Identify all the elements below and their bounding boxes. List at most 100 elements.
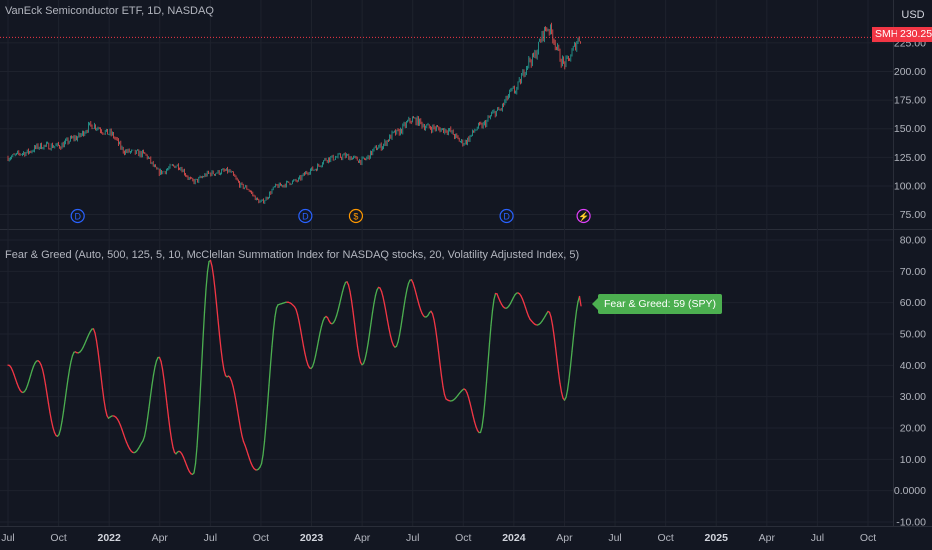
price-axis-tick: 200.00 [894,66,926,78]
split-marker-icon[interactable]: ⚡ [576,208,591,224]
fear-greed-segment [565,389,569,399]
fear-greed-segment [97,350,101,364]
fear-greed-segment [398,325,402,336]
fear-greed-segment [124,437,128,443]
fear-greed-segment [523,302,527,309]
fear-greed-segment [206,260,210,273]
fear-greed-segment [365,343,369,354]
fear-greed-segment [338,297,342,306]
fear-greed-segment [368,322,372,335]
fear-greed-segment [274,307,278,318]
fear-greed-segment [560,391,564,399]
fear-greed-segment [314,347,318,357]
fear-greed-segment [490,309,494,327]
fear-greed-value-label: Fear & Greed: 59 (SPY) [591,294,723,314]
time-axis-tick: Oct [860,532,876,544]
fear-greed-segment [404,288,408,298]
indicator-axis-tick: 70.00 [900,266,926,278]
currency-label[interactable]: USD [901,9,925,21]
fear-greed-segment [302,345,306,355]
fear-greed-segment [443,393,447,400]
fear-greed-segment [305,359,309,366]
fear-greed-segment [470,408,474,417]
time-axis-tick: Apr [354,532,371,544]
fear-greed-segment [31,365,35,372]
fear-greed-segment [52,427,56,434]
indicator-axis-tick: 60.00 [900,297,926,309]
dividend-marker-icon[interactable]: D [499,208,514,224]
fear-greed-segment [59,420,63,431]
fear-greed-segment [350,299,354,312]
fear-greed-segment [41,368,45,377]
fear-greed-segment [46,393,50,405]
fear-greed-segment [400,315,404,327]
fear-greed-segment [380,290,384,298]
fear-greed-segment [548,311,552,318]
fear-greed-segment [374,289,378,297]
fear-greed-segment [193,463,197,474]
dividend-marker-icon[interactable]: D [298,208,313,224]
fear-greed-segment [70,354,74,363]
axis-labels: 75.00100.00125.00150.00175.00200.00225.0… [1,37,926,544]
fear-greed-segment [418,303,422,311]
fear-greed-segment [484,381,488,402]
fear-greed-segment [185,464,189,470]
fear-greed-segment [103,399,107,411]
fear-greed-segment [371,302,375,314]
fear-greed-segment [295,308,299,315]
price-series [7,22,581,204]
fear-greed-segment [496,293,500,299]
fear-greed-segment [401,305,405,318]
fear-greed-segment [554,346,558,361]
fear-greed-segment [101,388,105,401]
fear-greed-segment [469,402,473,410]
indicator-axis-tick: 10.00 [900,454,926,466]
price-axis-tick: 75.00 [900,209,926,221]
fear-greed-segment [94,332,98,342]
fear-greed-segment [383,303,387,313]
time-axis-tick: Jul [811,532,824,544]
earnings-marker-icon[interactable]: $ [348,208,364,224]
svg-text:D: D [503,212,510,222]
fear-greed-segment [574,310,578,324]
fear-greed-segment [578,295,582,307]
svg-text:$: $ [353,212,358,222]
fear-greed-segment [152,366,156,376]
fear-greed-segment [524,306,528,313]
fear-greed-segment [437,350,441,365]
fear-greed-segment [575,301,579,312]
fear-greed-segment [49,412,53,422]
fear-greed-segment [68,360,72,371]
fear-greed-segment [439,363,443,377]
fear-greed-segment [44,383,48,395]
fear-greed-segment [419,308,423,314]
fear-greed-segment [298,320,302,330]
fear-greed-segment [557,371,561,384]
fear-greed-segment [433,318,437,329]
fear-greed-segment [568,365,572,381]
fear-greed-segment [170,438,174,449]
fear-greed-segment [436,338,440,352]
fear-greed-segment [434,327,438,340]
fear-greed-segment [412,282,416,289]
fear-greed-segment [386,319,390,330]
time-axis-tick: Jul [204,532,217,544]
last-price-badge: 230.25 [897,27,932,42]
fear-greed-segment [16,382,20,388]
indicator-axis-tick: -10.00 [896,517,926,529]
symbol-badge: SMH [872,27,902,42]
fear-greed-segment [571,335,575,353]
dividend-marker-icon[interactable]: D [70,208,85,224]
fear-greed-segment [247,453,251,460]
fear-greed-segment [467,396,471,404]
time-axis-tick: 2023 [300,532,324,544]
fear-greed-segment [304,353,308,361]
fear-greed-segment [382,296,386,305]
fear-greed-segment [202,311,206,340]
fear-greed-segment [262,440,266,456]
fear-greed-segment [473,421,477,428]
fear-greed-segment [205,271,209,290]
fear-greed-segment [64,388,68,402]
